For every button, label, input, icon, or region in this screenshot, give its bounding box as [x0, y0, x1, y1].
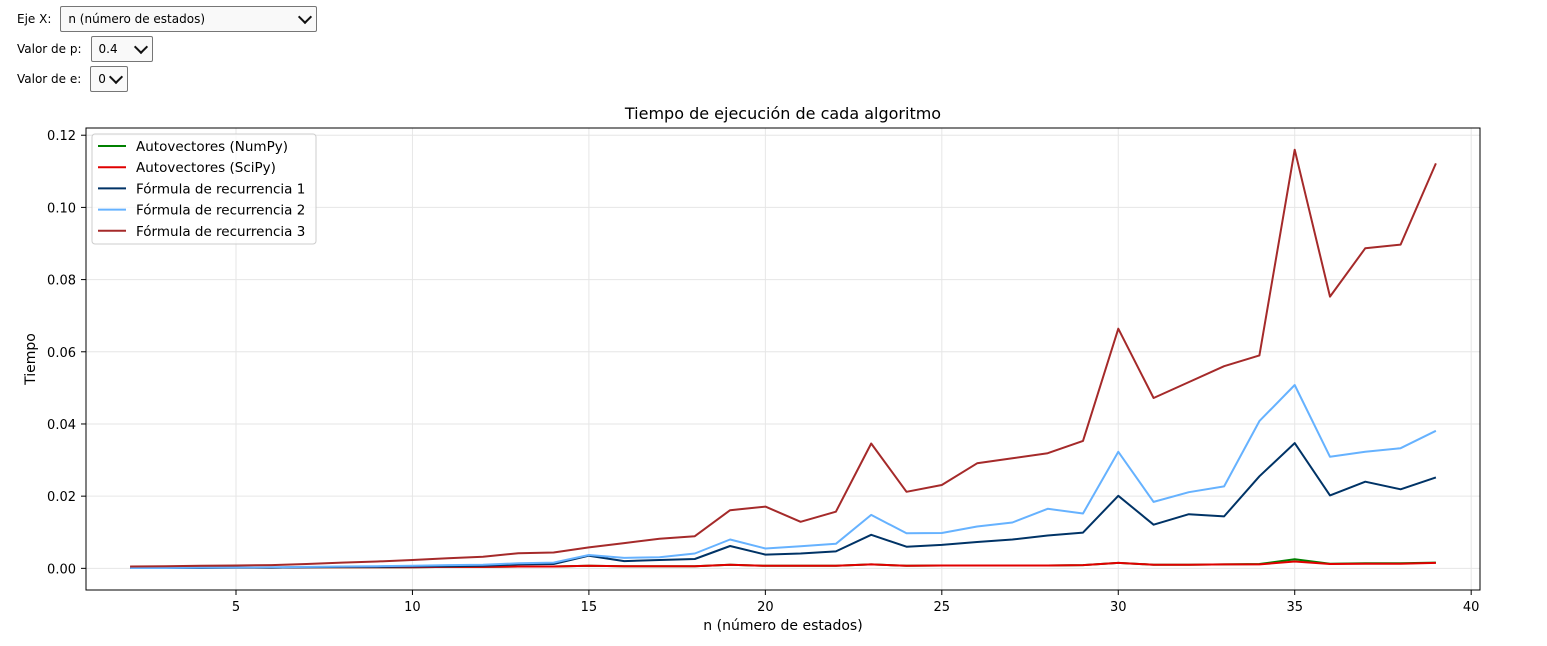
chart: Tiempo de ejecución de cada algoritmo 5 1… — [23, 104, 1481, 634]
e-select[interactable]: 0 — [90, 66, 129, 92]
y-tick-label: 0.10 — [47, 201, 76, 216]
x-tick-label: 40 — [1463, 600, 1480, 615]
p-select[interactable]: 0.4 — [90, 36, 153, 62]
chevron-down-icon — [109, 69, 124, 85]
series-lines — [130, 148, 1437, 569]
plot-frame — [85, 127, 1481, 591]
y-tick-label: 0.06 — [47, 346, 76, 361]
p-label: Valor de p: — [17, 42, 82, 56]
x-axis-control: Eje X: n (número de estados) — [17, 6, 318, 32]
legend-label: Autovectores (SciPy) — [136, 160, 276, 176]
legend-label: Fórmula de recurrencia 2 — [136, 203, 305, 219]
y-tick-label: 0.02 — [47, 490, 76, 505]
e-select-value: 0 — [98, 72, 106, 86]
x-tick-label: 5 — [232, 600, 240, 615]
x-axis-select-value: n (número de estados) — [68, 12, 206, 26]
x-axis-label: Eje X: — [17, 12, 52, 26]
x-tick-label: 30 — [1110, 600, 1127, 615]
y-tick-label: 0.04 — [47, 418, 76, 433]
x-tick-label: 20 — [757, 600, 774, 615]
x-ticks: 5 10 15 20 25 30 35 40 — [232, 590, 1480, 615]
p-control: Valor de p: 0.4 — [17, 36, 153, 62]
legend-label: Autovectores (NumPy) — [136, 139, 288, 155]
chevron-down-icon — [298, 9, 313, 25]
e-control: Valor de e: 0 — [17, 66, 129, 92]
x-axis-title: n (número de estados) — [703, 618, 862, 634]
legend-box — [91, 133, 317, 245]
grid — [86, 128, 1480, 590]
legend-label: Fórmula de recurrencia 1 — [136, 181, 305, 197]
legend-label: Fórmula de recurrencia 3 — [136, 224, 305, 240]
series-line — [130, 148, 1437, 568]
y-ticks: 0.00 0.02 0.04 0.06 0.08 0.10 0.12 — [47, 129, 86, 577]
x-axis-select[interactable]: n (número de estados) — [60, 6, 318, 32]
x-tick-label: 25 — [934, 600, 951, 615]
series-line — [130, 384, 1437, 569]
e-label: Valor de e: — [17, 72, 82, 86]
x-tick-label: 35 — [1286, 600, 1303, 615]
x-tick-label: 15 — [581, 600, 598, 615]
y-tick-label: 0.12 — [47, 129, 76, 144]
chart-title: Tiempo de ejecución de cada algoritmo — [624, 104, 941, 123]
y-axis-title: Tiempo — [23, 333, 39, 386]
y-tick-label: 0.00 — [47, 562, 76, 577]
y-tick-label: 0.08 — [47, 274, 76, 289]
chevron-down-icon — [133, 39, 148, 55]
series-line — [130, 442, 1437, 569]
legend: Autovectores (NumPy) Autovectores (SciPy)… — [91, 133, 317, 245]
x-tick-label: 10 — [404, 600, 421, 615]
p-select-value: 0.4 — [98, 42, 118, 56]
